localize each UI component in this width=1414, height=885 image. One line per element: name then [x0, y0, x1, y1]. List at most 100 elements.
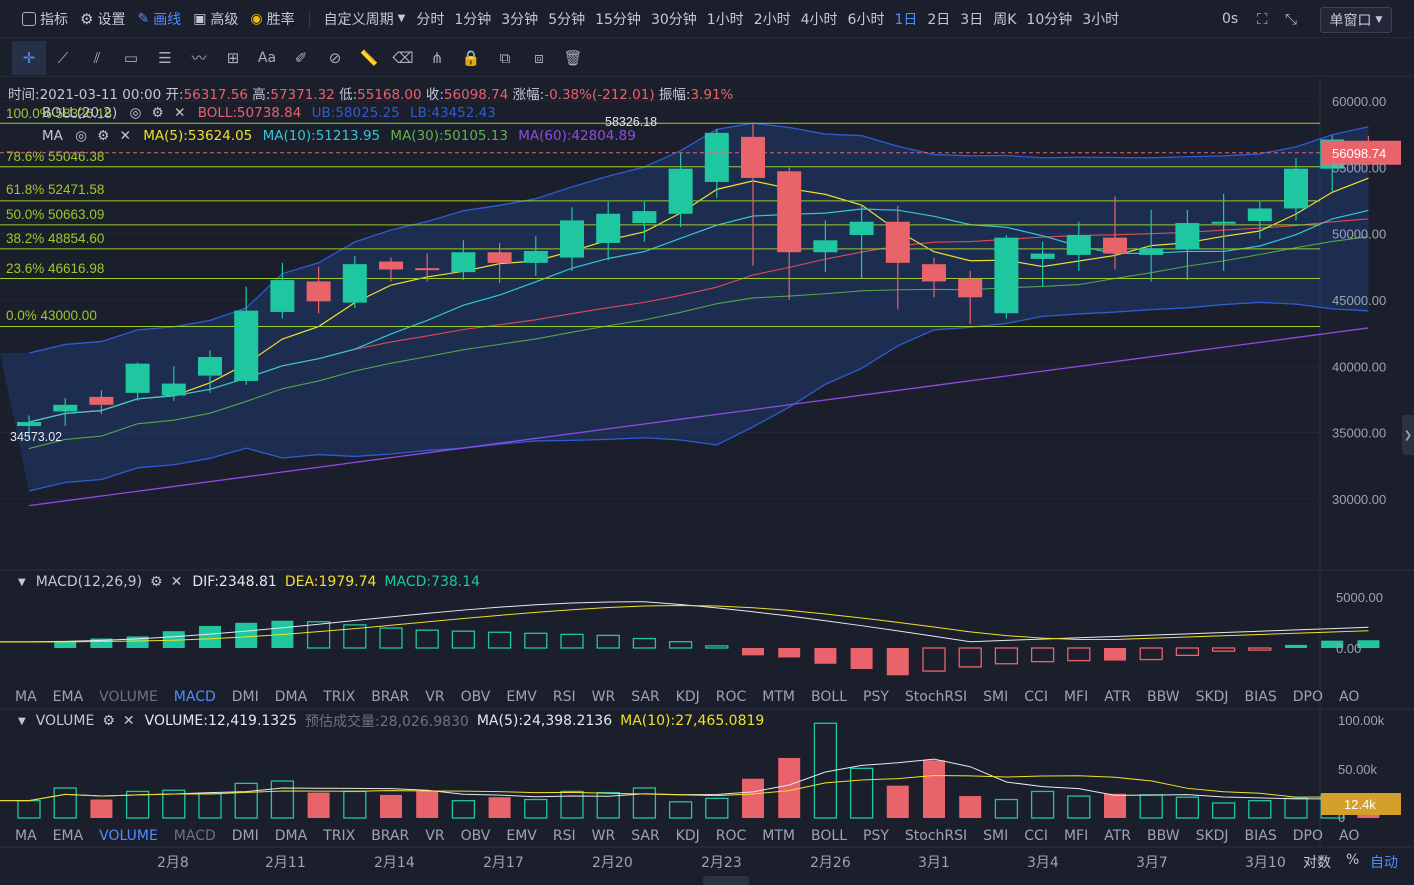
indicator-tab-roc[interactable]: ROC	[715, 689, 747, 705]
close-icon[interactable]: ✕	[174, 105, 186, 121]
indicator-tab-bias[interactable]: BIAS	[1244, 689, 1277, 705]
indicator-tab-trix[interactable]: TRIX	[323, 828, 356, 844]
hide-drawings-tool[interactable]: ⊘	[328, 48, 342, 67]
winrate-button[interactable]: ◉ 胜率	[244, 9, 300, 29]
indicator-tab-volume[interactable]: VOLUME	[99, 689, 158, 705]
percent-toggle[interactable]: %	[1346, 852, 1360, 868]
period-11[interactable]: 2日	[927, 11, 951, 28]
brush-tool[interactable]: ✐	[294, 48, 308, 67]
indicator-tab-macd[interactable]: MACD	[173, 828, 216, 844]
indicator-tab-emv[interactable]: EMV	[506, 689, 537, 705]
fibonacci-tool[interactable]: ☰	[158, 48, 172, 67]
period-1[interactable]: 1分钟	[454, 11, 492, 28]
indicator-tab-emv[interactable]: EMV	[506, 828, 537, 844]
indicator-tab-sar[interactable]: SAR	[631, 828, 660, 844]
trash-tool[interactable]: 🗑	[563, 48, 583, 67]
rectangle-tool[interactable]: ▭	[123, 48, 139, 67]
lock-tool[interactable]: 🔒	[461, 48, 481, 67]
gear-icon[interactable]: ⚙	[150, 574, 163, 590]
indicator-tab-mtm[interactable]: MTM	[762, 828, 796, 844]
indicator-tab-stochrsi[interactable]: StochRSI	[904, 828, 968, 844]
indicator-tab-kdj[interactable]: KDJ	[675, 689, 700, 705]
indicator-tab-brar[interactable]: BRAR	[371, 689, 410, 705]
period-5[interactable]: 30分钟	[650, 11, 697, 28]
grid-tool[interactable]: ⊞	[226, 48, 240, 67]
text-tool[interactable]: Aa	[257, 49, 277, 66]
indicator-tab-dma[interactable]: DMA	[274, 828, 308, 844]
parallel-line-tool[interactable]: ⫽	[93, 48, 101, 67]
period-15[interactable]: 3小时	[1082, 11, 1120, 28]
indicator-tab-ma[interactable]: MA	[15, 689, 37, 705]
indicator-tab-bias[interactable]: BIAS	[1244, 828, 1277, 844]
indicator-tab-mtm[interactable]: MTM	[762, 689, 796, 705]
eye-icon[interactable]: ◎	[129, 105, 142, 121]
close-icon[interactable]: ✕	[122, 713, 135, 729]
wave-tool[interactable]: 〰	[191, 49, 207, 67]
indicator-tab-trix[interactable]: TRIX	[323, 689, 356, 705]
indicator-tab-brar[interactable]: BRAR	[371, 828, 410, 844]
indicator-tab-roc[interactable]: ROC	[715, 828, 747, 844]
indicator-tab-ma[interactable]: MA	[15, 828, 37, 844]
indicator-tab-dmi[interactable]: DMI	[231, 689, 259, 705]
period-12[interactable]: 3日	[960, 11, 984, 28]
indicator-tab-mfi[interactable]: MFI	[1063, 689, 1089, 705]
period-2[interactable]: 3分钟	[501, 11, 539, 28]
indicator-tab-skdj[interactable]: SKDJ	[1195, 689, 1229, 705]
copy-tool[interactable]: ⧉	[499, 48, 511, 67]
indicator-tab-stochrsi[interactable]: StochRSI	[904, 689, 968, 705]
indicator-tab-bbw[interactable]: BBW	[1147, 689, 1180, 705]
indicator-tab-kdj[interactable]: KDJ	[675, 828, 700, 844]
indicator-tab-dpo[interactable]: DPO	[1292, 689, 1323, 705]
indicator-tab-dpo[interactable]: DPO	[1292, 828, 1323, 844]
indicator-tab-sar[interactable]: SAR	[631, 689, 660, 705]
window-mode-dropdown[interactable]: 单窗口 ▼	[1320, 7, 1392, 33]
log-scale-toggle[interactable]: 对数	[1303, 855, 1331, 871]
indicator-tab-cci[interactable]: CCI	[1024, 689, 1048, 705]
period-4[interactable]: 15分钟	[595, 11, 641, 28]
period-10[interactable]: 1日	[894, 11, 918, 28]
period-7[interactable]: 2小时	[753, 11, 791, 28]
indicator-tab-skdj[interactable]: SKDJ	[1195, 828, 1229, 844]
indicator-tab-cci[interactable]: CCI	[1024, 828, 1048, 844]
period-14[interactable]: 10分钟	[1026, 11, 1073, 28]
indicator-tab-wr[interactable]: WR	[591, 689, 616, 705]
fullscreen-icon[interactable]: ⛶	[1257, 9, 1268, 28]
indicator-tab-psy[interactable]: PSY	[863, 689, 889, 705]
indicator-tab-atr[interactable]: ATR	[1104, 828, 1131, 844]
indicator-tab-bbw[interactable]: BBW	[1147, 828, 1180, 844]
indicator-tab-atr[interactable]: ATR	[1104, 689, 1131, 705]
chart-area[interactable]: 100.0% 58326.18 78.6% 55046.38 61.8% 52471…	[0, 78, 1414, 885]
collapse-icon[interactable]: ▼	[18, 576, 26, 588]
period-13[interactable]: 周K	[993, 11, 1017, 28]
indicator-tab-mfi[interactable]: MFI	[1063, 828, 1089, 844]
period-6[interactable]: 1小时	[706, 11, 744, 28]
custom-period-dropdown[interactable]: 自定义周期 ▼	[318, 9, 412, 29]
gear-icon[interactable]: ⚙	[97, 128, 110, 144]
scroll-handle[interactable]	[703, 876, 749, 885]
settings-button[interactable]: ⚙ 设置	[74, 9, 131, 29]
eye-icon[interactable]: ◎	[75, 128, 87, 144]
indicator-tab-ema[interactable]: EMA	[52, 828, 84, 844]
erase-tool[interactable]: ⌫	[392, 48, 414, 67]
indicator-tab-smi[interactable]: SMI	[983, 828, 1009, 844]
indicators-button[interactable]: 指标	[0, 9, 74, 29]
auto-scale-toggle[interactable]: 自动	[1370, 855, 1398, 871]
screenshot-icon[interactable]: ⤡	[1285, 9, 1298, 28]
collapse-icon[interactable]: ▼	[18, 715, 26, 727]
layers-tool[interactable]: ⧈	[534, 48, 544, 67]
indicator-tab-vr[interactable]: VR	[425, 828, 445, 844]
indicator-tab-ema[interactable]: EMA	[52, 689, 84, 705]
period-0[interactable]: 分时	[416, 11, 445, 28]
close-icon[interactable]: ✕	[170, 574, 183, 590]
indicator-tab-dmi[interactable]: DMI	[231, 828, 259, 844]
indicator-tab-rsi[interactable]: RSI	[552, 828, 576, 844]
indicator-tab-boll[interactable]: BOLL	[811, 689, 847, 705]
indicator-tab-ao[interactable]: AO	[1339, 689, 1360, 705]
trendline-tool[interactable]: ⟋	[57, 48, 69, 67]
magnet-tool[interactable]: ⋔	[430, 48, 444, 67]
advanced-button[interactable]: ▣ 高级	[187, 9, 244, 29]
gear-icon[interactable]: ⚙	[151, 105, 164, 121]
ruler-tool[interactable]: 📏	[359, 48, 379, 67]
period-9[interactable]: 6小时	[847, 11, 885, 28]
gear-icon[interactable]: ⚙	[102, 713, 115, 729]
